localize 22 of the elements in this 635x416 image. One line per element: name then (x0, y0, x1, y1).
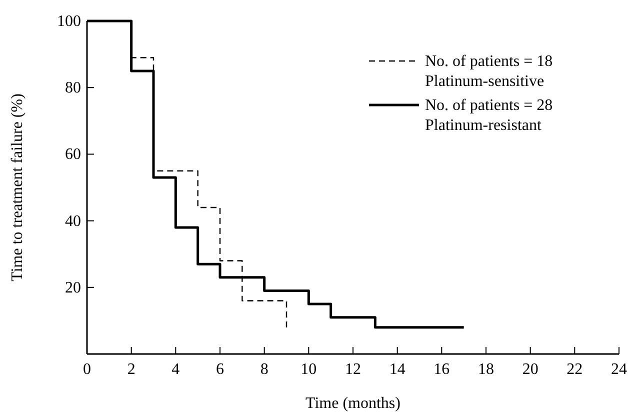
x-tick-label: 6 (216, 361, 224, 378)
y-tick-label: 20 (65, 279, 81, 296)
x-tick-label: 10 (300, 361, 317, 378)
y-tick-label: 40 (65, 212, 81, 230)
x-tick-label: 14 (389, 361, 406, 378)
x-tick-label: 2 (127, 361, 136, 378)
legend-label: No. of patients = 28 Platinum-resistant (425, 97, 553, 134)
y-tick-label: 60 (65, 146, 81, 164)
y-axis-title: Time to treatment failure (%) (9, 94, 26, 282)
x-tick-label: 4 (172, 361, 180, 378)
x-tick-label: 24 (611, 361, 627, 378)
y-tick-label: 80 (65, 80, 81, 97)
x-tick-label: 8 (260, 361, 268, 378)
x-tick-label: 16 (434, 361, 450, 378)
x-tick-label: 12 (345, 361, 361, 378)
x-tick-label: 0 (83, 361, 91, 378)
x-tick-label: 22 (566, 361, 583, 378)
y-tick-label: 100 (57, 13, 81, 30)
x-axis-title: Time (months) (306, 395, 400, 412)
legend-label: No. of patients = 18 Platinum-sensitive (425, 53, 553, 90)
x-tick-label: 20 (522, 361, 538, 378)
x-tick-label: 18 (478, 361, 494, 378)
